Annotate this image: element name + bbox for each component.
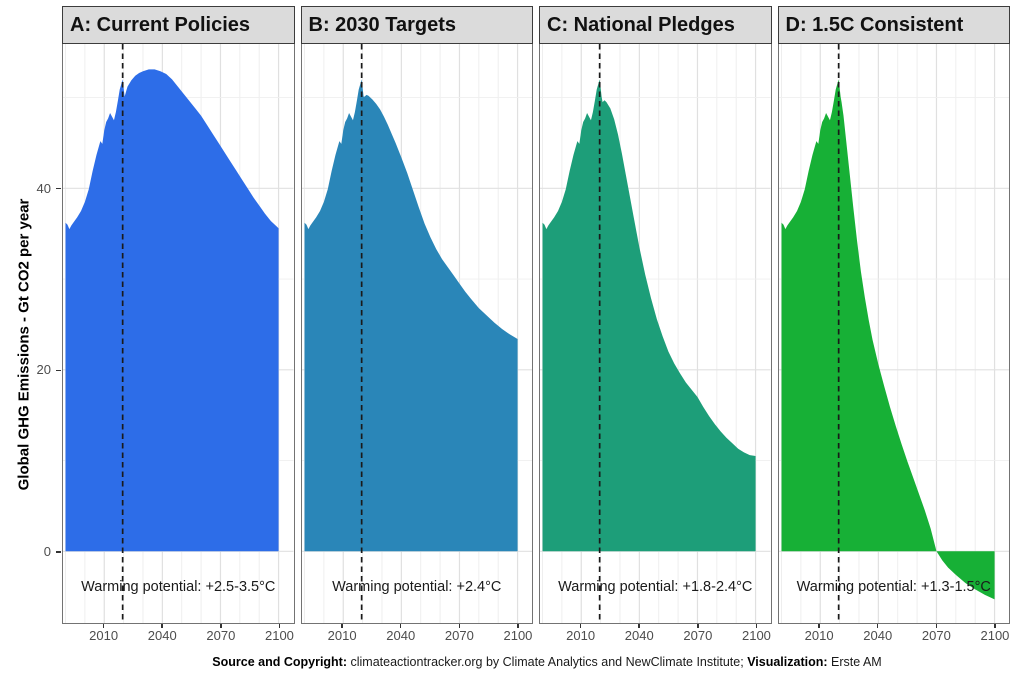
warming-annotation: Warming potential: +2.5-3.5°C [81,579,276,595]
x-tick-mark [399,624,402,628]
x-tick-label: 2040 [863,628,893,643]
x-tick-label: 2040 [624,628,654,643]
x-tick-mark [876,624,879,628]
x-axis: 2010 2040 2070 2100 [778,624,1011,646]
y-axis: Global GHG Emissions - Gt CO2 per year 4… [0,6,62,646]
facet: A: Current Policies Warming potential: +… [62,6,295,646]
x-axis: 2010 2040 2070 2100 [62,624,295,646]
x-axis: 2010 2040 2070 2100 [301,624,534,646]
x-tick-label: 2010 [327,628,357,643]
facet-panel: Warming potential: +1.3-1.5°C [777,44,1010,624]
x-tick-label: 2070 [921,628,951,643]
facet-strip: B: 2030 Targets [300,6,533,44]
emissions-area [65,69,279,552]
warming-annotation: Warming potential: +1.3-1.5°C [796,579,991,595]
y-tick-label: 0 [43,544,51,560]
area-plot [540,44,771,623]
emissions-area [304,79,518,552]
x-tick-mark [517,624,519,628]
facet: D: 1.5C Consistent Warming potential: +1… [777,6,1011,646]
facet-strip: D: 1.5C Consistent [777,6,1010,44]
warming-annotation: Warming potential: +2.4°C [332,579,502,595]
x-tick-mark [102,624,105,628]
x-tick-mark [278,624,281,628]
x-tick-label: 2100 [503,628,533,643]
area-plot [63,44,294,623]
x-tick-label: 2040 [386,628,416,643]
facet-panel: Warming potential: +2.4°C [300,44,533,624]
warming-annotation: Warming potential: +1.8-2.4°C [558,579,753,595]
x-tick-label: 2100 [264,628,294,643]
facet: C: National Pledges Warming potential: +… [539,6,772,646]
emissions-area [542,79,756,552]
area-plot [302,44,533,623]
x-tick-mark [638,624,640,628]
x-tick-label: 2070 [683,628,713,643]
x-tick-mark [220,624,222,628]
x-tick-mark [994,624,996,628]
facet-title: D: 1.5C Consistent [785,13,964,36]
facet-strip: C: National Pledges [539,6,772,44]
facet-panel: Warming potential: +1.8-2.4°C [539,44,772,624]
x-tick-mark [161,624,163,628]
emissions-area [781,79,995,600]
facet-title: B: 2030 Targets [308,13,456,36]
caption-viz-text: Erste AM [827,655,882,669]
x-tick-mark [697,624,699,628]
x-tick-mark [341,624,343,628]
x-tick-label: 2010 [89,628,119,643]
facet-row: A: Current Policies Warming potential: +… [62,6,1010,646]
y-tick-mark [56,369,61,372]
area-plot [779,44,1010,623]
x-tick-label: 2010 [566,628,596,643]
x-tick-label: 2100 [980,628,1010,643]
caption-source-label: Source and Copyright: [212,655,348,669]
facet-title: C: National Pledges [547,13,735,36]
y-tick-label: 20 [36,362,51,378]
y-tick-mark [56,551,61,553]
x-tick-label: 2070 [206,628,236,643]
y-tick-label: 40 [36,180,51,196]
x-tick-mark [935,624,938,628]
x-tick-mark [579,624,582,628]
facet-title: A: Current Policies [70,13,251,36]
x-tick-mark [458,624,461,628]
x-tick-mark [818,624,820,628]
source-caption: Source and Copyright: climateactiontrack… [0,655,1024,669]
x-tick-label: 2010 [804,628,834,643]
chart-area: Global GHG Emissions - Gt CO2 per year 4… [0,6,1024,646]
x-tick-label: 2100 [741,628,771,643]
facet: B: 2030 Targets Warming potential: +2.4°… [300,6,534,646]
y-axis-title: Global GHG Emissions - Gt CO2 per year [15,198,33,491]
x-tick-label: 2070 [444,628,474,643]
caption-viz-label: Visualization: [747,655,828,669]
facet-panel: Warming potential: +2.5-3.5°C [62,44,295,624]
x-axis: 2010 2040 2070 2100 [539,624,772,646]
caption-source-text: climateactiontracker.org by Climate Anal… [347,655,748,669]
x-tick-label: 2040 [147,628,177,643]
x-tick-mark [755,624,758,628]
y-tick-mark [56,187,61,190]
facet-strip: A: Current Policies [62,6,295,44]
